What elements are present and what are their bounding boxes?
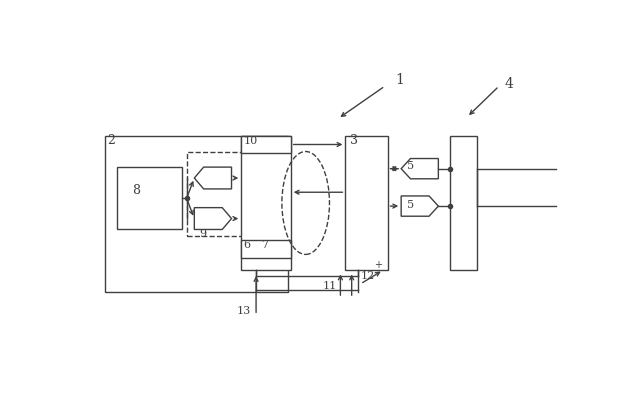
- Text: 5: 5: [408, 160, 415, 171]
- Text: 13: 13: [236, 305, 250, 315]
- Bar: [449, 136, 477, 270]
- Text: 12: 12: [360, 271, 374, 281]
- Bar: [187, 151, 251, 236]
- Text: 9: 9: [199, 229, 206, 239]
- Bar: [105, 136, 288, 292]
- Text: 7: 7: [261, 240, 268, 250]
- Text: 10: 10: [244, 136, 258, 145]
- Bar: [241, 136, 291, 153]
- Polygon shape: [401, 158, 438, 179]
- Text: +: +: [374, 260, 381, 270]
- Bar: [241, 241, 291, 258]
- Text: 1: 1: [395, 73, 404, 87]
- Text: 3: 3: [350, 134, 358, 147]
- Text: 11: 11: [323, 281, 337, 291]
- Text: 4: 4: [504, 77, 513, 92]
- Text: 6: 6: [244, 240, 251, 250]
- Bar: [346, 136, 388, 270]
- Polygon shape: [401, 196, 438, 216]
- Text: 5: 5: [408, 200, 415, 209]
- Text: 8: 8: [132, 184, 140, 197]
- Polygon shape: [195, 208, 232, 230]
- Polygon shape: [195, 167, 232, 189]
- Bar: [117, 167, 182, 230]
- Bar: [241, 136, 291, 270]
- Text: 2: 2: [108, 134, 115, 147]
